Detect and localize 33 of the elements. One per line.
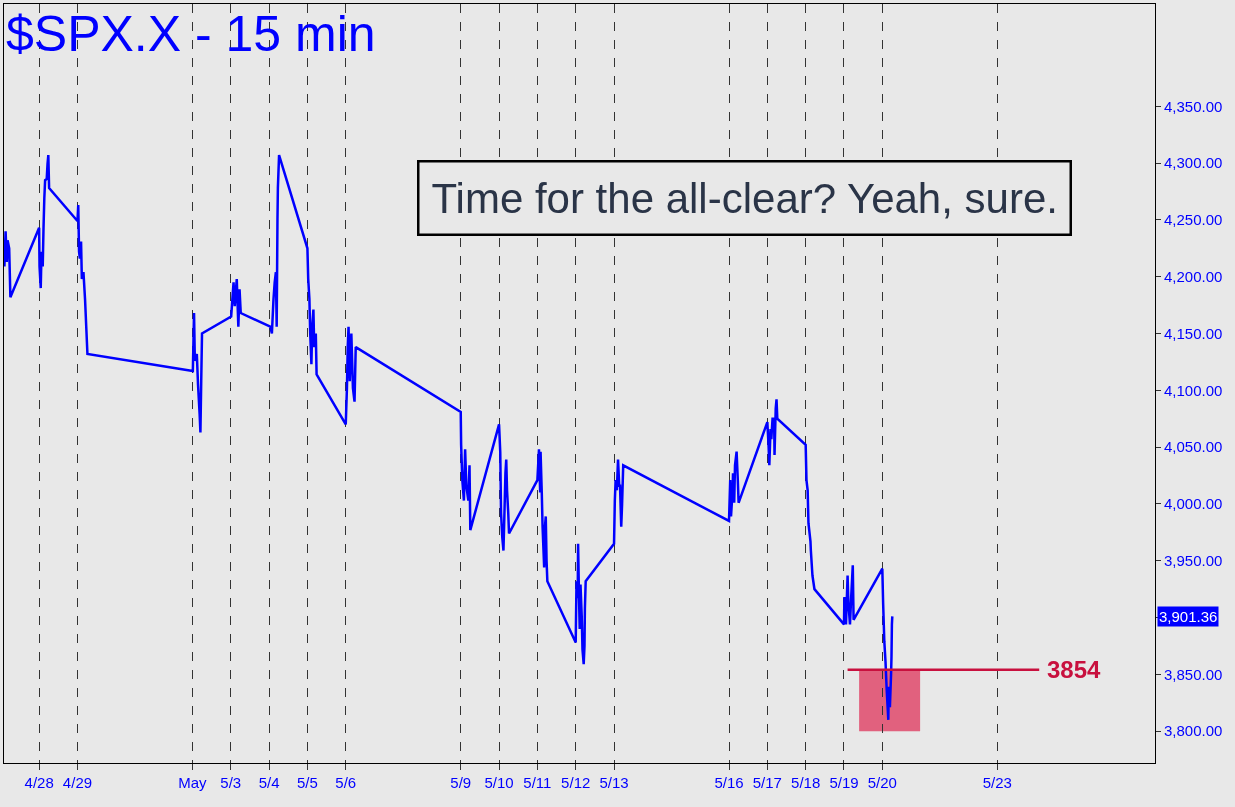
x-tick-label: 5/6 bbox=[335, 774, 357, 791]
y-tick-label: 3,950.00 bbox=[1164, 552, 1223, 569]
x-tick-label: 5/13 bbox=[599, 774, 629, 791]
x-tick-label: 5/10 bbox=[484, 774, 514, 791]
y-tick-label: 4,250.00 bbox=[1164, 211, 1223, 229]
chart-title: $SPX.X - 15 min bbox=[6, 6, 376, 62]
x-tick-label: 5/16 bbox=[714, 774, 744, 791]
x-tick-label: 5/3 bbox=[220, 774, 242, 791]
annotation: 3854 bbox=[1047, 656, 1102, 683]
x-tick-label: 5/18 bbox=[791, 774, 821, 791]
y-tick-label: 4,200.00 bbox=[1164, 267, 1223, 285]
text: 3,901.36 bbox=[1159, 608, 1218, 625]
x-tick-label: 5/20 bbox=[867, 774, 897, 791]
y-tick-label: 4,300.00 bbox=[1164, 154, 1223, 172]
y-tick-label: 4,350.00 bbox=[1164, 97, 1223, 115]
annotation: Time for the all-clear? Yeah, sure. bbox=[431, 174, 1058, 222]
x-tick-label: 4/28 bbox=[24, 774, 54, 791]
x-tick-label: 5/19 bbox=[829, 774, 859, 791]
y-tick-label: 3,800.00 bbox=[1164, 722, 1223, 740]
x-tick-label: 5/12 bbox=[561, 774, 591, 791]
y-tick-label: 4,050.00 bbox=[1164, 438, 1223, 456]
x-tick-label: 5/5 bbox=[296, 774, 318, 791]
x-tick-label: 5/23 bbox=[982, 774, 1012, 791]
x-tick-label: 5/4 bbox=[258, 774, 280, 791]
x-tick-label: 5/11 bbox=[523, 774, 552, 791]
x-tick-label: 5/17 bbox=[752, 774, 782, 791]
y-tick-label: 4,000.00 bbox=[1164, 495, 1223, 513]
x-tick-label: May bbox=[178, 774, 208, 791]
y-tick-label: 3,850.00 bbox=[1164, 665, 1223, 683]
x-tick-label: 5/9 bbox=[450, 774, 472, 791]
x-tick-label: 4/29 bbox=[62, 774, 93, 791]
y-tick-label: 4,150.00 bbox=[1164, 324, 1223, 342]
y-tick-label: 4,100.00 bbox=[1164, 381, 1223, 399]
